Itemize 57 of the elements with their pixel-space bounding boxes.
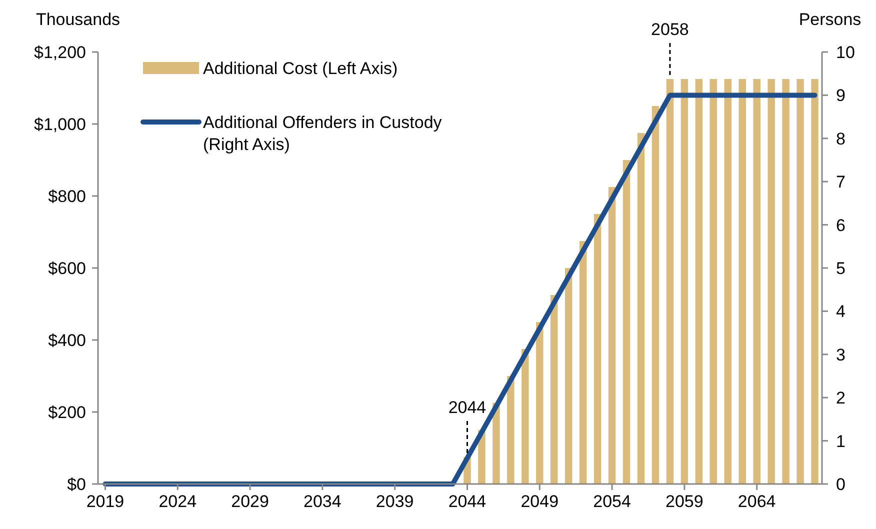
x-tick-label: 2034 (304, 492, 342, 511)
bar (522, 349, 529, 484)
y2-tick-label: 2 (836, 388, 846, 408)
y2-tick-label: 5 (836, 259, 846, 278)
annotation: 2058 (651, 20, 689, 39)
y2-tick-label: 10 (836, 43, 855, 62)
bar (811, 79, 818, 484)
bar (695, 79, 703, 484)
bar (550, 295, 558, 484)
annotation: 2044 (448, 398, 486, 417)
x-tick-label: 2029 (231, 492, 269, 511)
bar (579, 241, 587, 484)
x-tick-label: 2059 (666, 492, 704, 511)
x-tick-label: 2049 (520, 492, 559, 511)
y2-tick-label: 9 (836, 86, 846, 106)
y2-tick-label: 1 (836, 432, 846, 451)
y-tick-label: $600 (48, 259, 86, 278)
bar (507, 376, 514, 484)
y-tick-label: $200 (48, 403, 86, 422)
x-tick-label: 2064 (738, 492, 776, 511)
bar (796, 79, 804, 484)
bar (637, 133, 645, 484)
y2-tick-label: 0 (836, 475, 846, 494)
bar (492, 403, 500, 484)
y2-tick-label: 6 (836, 216, 846, 235)
bar (768, 79, 775, 484)
legend-label: Additional Cost (Left Axis) (203, 59, 398, 78)
x-tick-label: 2044 (448, 492, 486, 511)
x-tick-label: 2019 (86, 492, 124, 511)
bar (738, 79, 746, 484)
bar (753, 79, 760, 484)
bar (608, 187, 616, 484)
bar (622, 160, 630, 484)
bar (564, 268, 572, 484)
y-tick-label: $0 (67, 475, 86, 494)
x-tick-label: 2054 (593, 492, 631, 511)
x-tick-label: 2024 (158, 492, 197, 511)
y2-tick-label: 7 (836, 172, 846, 192)
y2-axis-title: Persons (798, 10, 862, 29)
y2-tick-label: 3 (836, 345, 846, 364)
y2-tick-label: 4 (836, 302, 846, 322)
y-axis-title: Thousands (36, 10, 120, 29)
bar (666, 79, 674, 484)
y-tick-label: $800 (48, 187, 86, 206)
bar (594, 214, 602, 484)
bar (782, 79, 790, 484)
bar (710, 79, 718, 484)
y2-tick-label: 8 (836, 129, 846, 148)
y-tick-label: $1,200 (34, 43, 86, 62)
x-tick-label: 2039 (376, 492, 414, 511)
bar (536, 322, 544, 484)
y-tick-label: $400 (48, 331, 86, 350)
bar (680, 79, 688, 484)
bar (724, 79, 732, 484)
y-tick-label: $1,000 (34, 115, 86, 134)
legend-label: Additional Offenders in Custody (Right Axis) (203, 113, 442, 154)
bar (652, 106, 660, 484)
